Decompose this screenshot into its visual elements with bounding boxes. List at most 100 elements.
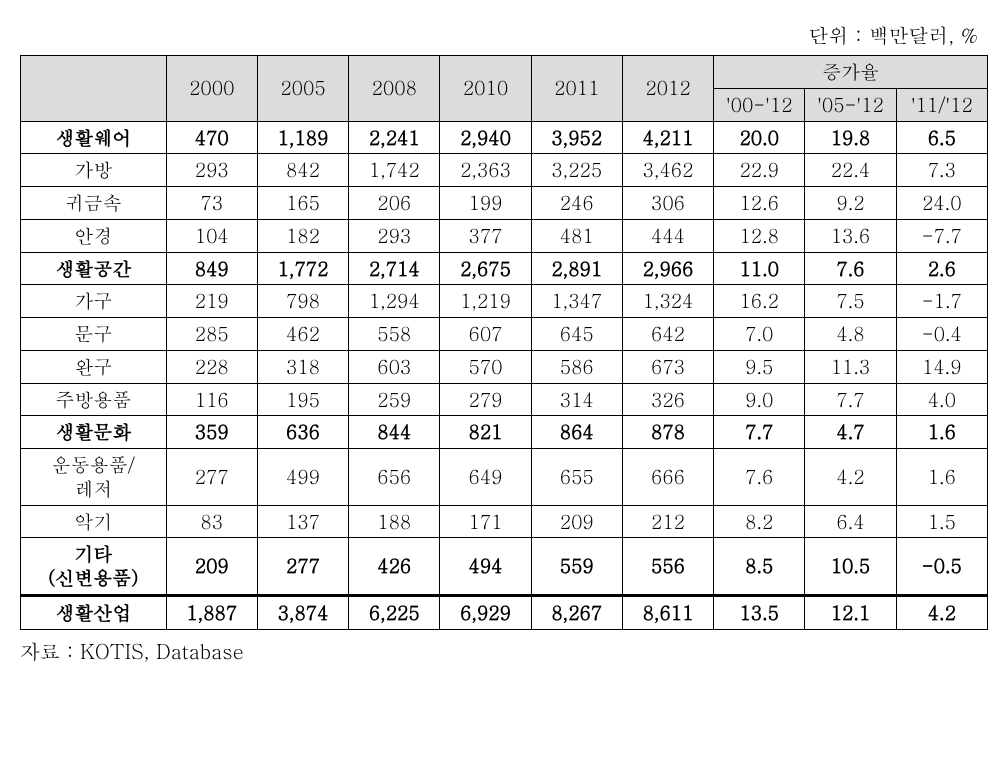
value-cell: 206 — [349, 187, 440, 220]
rate-cell: 7.6 — [714, 449, 805, 506]
value-cell: 3,225 — [531, 154, 622, 187]
value-cell: 318 — [257, 350, 348, 383]
table-row: 생활웨어4701,1892,2412,9403,9524,21120.019.8… — [21, 121, 988, 154]
value-cell: 314 — [531, 383, 622, 416]
rate-cell: 12.6 — [714, 187, 805, 220]
value-cell: 1,219 — [440, 285, 531, 318]
value-cell: 649 — [440, 449, 531, 506]
value-cell: 8,611 — [622, 595, 713, 629]
table-row: 문구2854625586076456427.04.8-0.4 — [21, 318, 988, 351]
value-cell: 285 — [166, 318, 257, 351]
value-cell: 293 — [166, 154, 257, 187]
rate-cell: -0.5 — [896, 538, 987, 596]
value-cell: 1,347 — [531, 285, 622, 318]
value-cell: 277 — [257, 538, 348, 596]
rate-cell: 4.8 — [805, 318, 896, 351]
rate-cell: 24.0 — [896, 187, 987, 220]
row-name-cell: 주방용품 — [21, 383, 167, 416]
value-cell: 426 — [349, 538, 440, 596]
value-cell: 645 — [531, 318, 622, 351]
value-cell: 499 — [257, 449, 348, 506]
table-row: 생활산업1,8873,8746,2256,9298,2678,61113.512… — [21, 595, 988, 629]
table-header: 2000 2005 2008 2010 2011 2012 증가율 '00-'1… — [21, 56, 988, 122]
rate-cell: -7.7 — [896, 219, 987, 252]
rate-cell: 1.6 — [896, 416, 987, 449]
rate-cell: 9.2 — [805, 187, 896, 220]
value-cell: 116 — [166, 383, 257, 416]
row-name-cell: 생활공간 — [21, 252, 167, 285]
rate-cell: 9.5 — [714, 350, 805, 383]
value-cell: 359 — [166, 416, 257, 449]
rate-cell: 16.2 — [714, 285, 805, 318]
value-cell: 2,714 — [349, 252, 440, 285]
rate-cell: 7.3 — [896, 154, 987, 187]
rate-cell: 1.5 — [896, 505, 987, 538]
value-cell: 171 — [440, 505, 531, 538]
header-year: 2012 — [622, 56, 713, 122]
value-cell: 228 — [166, 350, 257, 383]
value-cell: 3,462 — [622, 154, 713, 187]
rate-cell: 4.7 — [805, 416, 896, 449]
header-rate-col: '05-'12 — [805, 88, 896, 121]
rate-cell: 9.0 — [714, 383, 805, 416]
table-row: 주방용품1161952592793143269.07.74.0 — [21, 383, 988, 416]
value-cell: 586 — [531, 350, 622, 383]
rate-cell: 13.5 — [714, 595, 805, 629]
value-cell: 673 — [622, 350, 713, 383]
value-cell: 277 — [166, 449, 257, 506]
header-year: 2000 — [166, 56, 257, 122]
row-name-cell: 기타(신변용품) — [21, 538, 167, 596]
value-cell: 444 — [622, 219, 713, 252]
table-row: 생활공간8491,7722,7142,6752,8912,96611.07.62… — [21, 252, 988, 285]
value-cell: 182 — [257, 219, 348, 252]
value-cell: 188 — [349, 505, 440, 538]
value-cell: 137 — [257, 505, 348, 538]
rate-cell: 12.8 — [714, 219, 805, 252]
rate-cell: 6.4 — [805, 505, 896, 538]
row-name-cell: 생활산업 — [21, 595, 167, 629]
table-row: 악기831371881712092128.26.41.5 — [21, 505, 988, 538]
value-cell: 558 — [349, 318, 440, 351]
value-cell: 481 — [531, 219, 622, 252]
value-cell: 2,940 — [440, 121, 531, 154]
source-label: 자료 : KOTIS, Database — [20, 636, 988, 665]
value-cell: 104 — [166, 219, 257, 252]
rate-cell: 14.9 — [896, 350, 987, 383]
value-cell: 656 — [349, 449, 440, 506]
value-cell: 212 — [622, 505, 713, 538]
value-cell: 259 — [349, 383, 440, 416]
value-cell: 246 — [531, 187, 622, 220]
rate-cell: 10.5 — [805, 538, 896, 596]
value-cell: 842 — [257, 154, 348, 187]
rate-cell: -1.7 — [896, 285, 987, 318]
table-row: 귀금속7316520619924630612.69.224.0 — [21, 187, 988, 220]
value-cell: 1,294 — [349, 285, 440, 318]
value-cell: 8,267 — [531, 595, 622, 629]
value-cell: 2,891 — [531, 252, 622, 285]
value-cell: 199 — [440, 187, 531, 220]
header-year: 2005 — [257, 56, 348, 122]
rate-cell: 13.6 — [805, 219, 896, 252]
value-cell: 293 — [349, 219, 440, 252]
value-cell: 655 — [531, 449, 622, 506]
value-cell: 306 — [622, 187, 713, 220]
table-container: 단위 : 백만달러, % 2000 2005 2008 2010 2011 20… — [20, 20, 988, 665]
rate-cell: 22.4 — [805, 154, 896, 187]
rate-cell: 4.2 — [896, 595, 987, 629]
unit-label: 단위 : 백만달러, % — [20, 20, 988, 49]
value-cell: 559 — [531, 538, 622, 596]
row-name-cell: 귀금속 — [21, 187, 167, 220]
table-row: 가방2938421,7422,3633,2253,46222.922.47.3 — [21, 154, 988, 187]
header-rate-col: '11/'12 — [896, 88, 987, 121]
row-name-cell: 악기 — [21, 505, 167, 538]
value-cell: 2,241 — [349, 121, 440, 154]
rate-cell: 8.2 — [714, 505, 805, 538]
table-row: 안경10418229337748144412.813.6-7.7 — [21, 219, 988, 252]
rate-cell: 20.0 — [714, 121, 805, 154]
rate-cell: -0.4 — [896, 318, 987, 351]
value-cell: 326 — [622, 383, 713, 416]
value-cell: 1,742 — [349, 154, 440, 187]
value-cell: 3,952 — [531, 121, 622, 154]
value-cell: 844 — [349, 416, 440, 449]
value-cell: 864 — [531, 416, 622, 449]
